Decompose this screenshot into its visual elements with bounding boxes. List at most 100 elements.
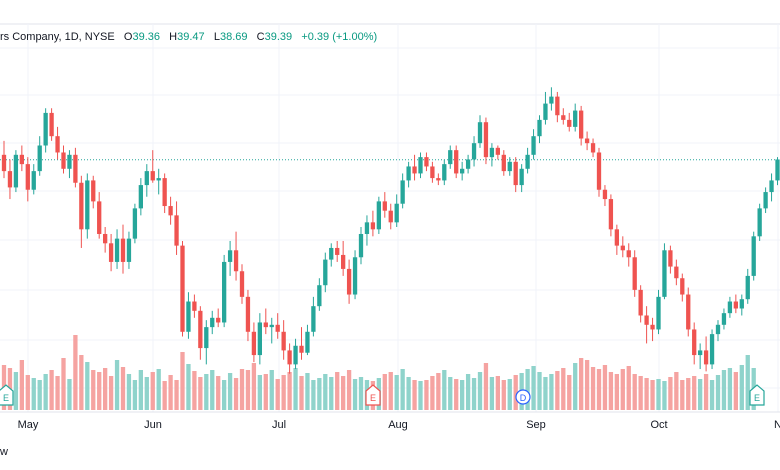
candle-body [103,233,108,244]
volume-bar [483,363,489,410]
candle-body [543,103,548,120]
candle-body [263,322,268,328]
candle-body [680,278,685,295]
candle-body [602,189,608,200]
candle-body [299,345,304,353]
candle-body [216,317,221,323]
candle-body [79,182,84,230]
candle-body [650,324,655,330]
volume-bar [25,375,30,410]
candle-body [37,145,42,172]
candle-body [174,215,179,246]
event-marker-label: E [3,393,9,403]
candle-body [632,257,637,290]
x-tick-label: Jun [144,419,162,431]
volume-bar [733,372,738,410]
event-marker-label: E [754,393,760,403]
ohlc-legend: rs Company, 1D, NYSE O39.36 H39.47 L38.6… [0,31,377,43]
volume-bar [531,366,536,410]
candle-body [73,154,78,183]
volume-bar [79,355,84,410]
candle-body [739,299,744,309]
candle-body [686,294,691,330]
candle-body [495,147,500,155]
candle-body [257,322,262,356]
candle-body [477,122,483,144]
volume-bar [120,367,126,410]
candle-body [757,208,762,237]
candle-body [305,331,310,353]
volume-bar [352,379,358,410]
volume-bar [650,380,655,410]
volume-bar [305,373,310,410]
candle-body [85,180,90,230]
volume-bar [263,374,268,410]
volume-bar [329,377,334,410]
volume-bar [19,360,24,410]
candle-body [620,245,625,251]
legend-high-label: H [169,31,178,43]
candle-body [406,166,411,181]
candle-body [531,136,536,155]
event-marker-label: E [370,393,376,403]
candle-body [584,138,590,144]
candle-body [251,331,257,356]
x-tick-label: Aug [388,419,408,431]
volume-bar [55,376,60,410]
candle-body [245,296,251,332]
volume-bar [638,376,643,410]
candle-body [341,254,346,269]
legend-symbol: rs Company, 1D, NYSE [0,31,115,43]
legend-close-value: 39.39 [264,31,293,43]
candle-body [204,327,209,349]
candle-body [269,324,274,328]
volume-bar [567,375,572,410]
candle-body [555,96,560,116]
volume-bar [656,379,661,410]
candle-body [293,345,298,365]
event-marker-label: D [520,393,527,403]
candle-body [281,331,286,351]
volume-bar [192,371,197,410]
volume-bar [103,368,108,410]
candle-body [662,250,667,297]
volume-bar [507,379,512,410]
candle-body [43,112,48,146]
candle-body [192,301,197,311]
volume-bar [311,380,316,410]
volume-bar [150,372,155,410]
candle-body [7,171,13,188]
volume-bar [275,379,280,410]
volume-bar [49,370,54,410]
volume-bar [424,380,429,410]
volume-bar [162,381,167,410]
candle-body [430,166,435,179]
candle-body [120,238,126,262]
candle-body [775,159,780,181]
candle-body [275,324,280,332]
candle-body [614,229,619,246]
candle-body [364,222,370,234]
candle-body [394,203,399,223]
volume-bar [703,374,709,410]
candle-body [335,247,340,255]
candle-body [13,154,19,188]
volume-bar [67,379,72,410]
volume-bar [388,372,393,410]
candle-body [763,192,768,209]
volume-bar [709,380,715,410]
volume-bar [465,374,471,410]
volume-bar [644,378,649,410]
volume-bar [537,372,542,410]
candle-body [465,159,471,169]
candle-body [180,245,185,332]
candle-body [751,236,756,276]
volume-bar [662,381,667,410]
volume-bar [394,375,399,410]
volume-bar [227,373,233,410]
candle-body [222,261,227,323]
candle-body [19,154,24,165]
volume-bar [448,377,453,410]
